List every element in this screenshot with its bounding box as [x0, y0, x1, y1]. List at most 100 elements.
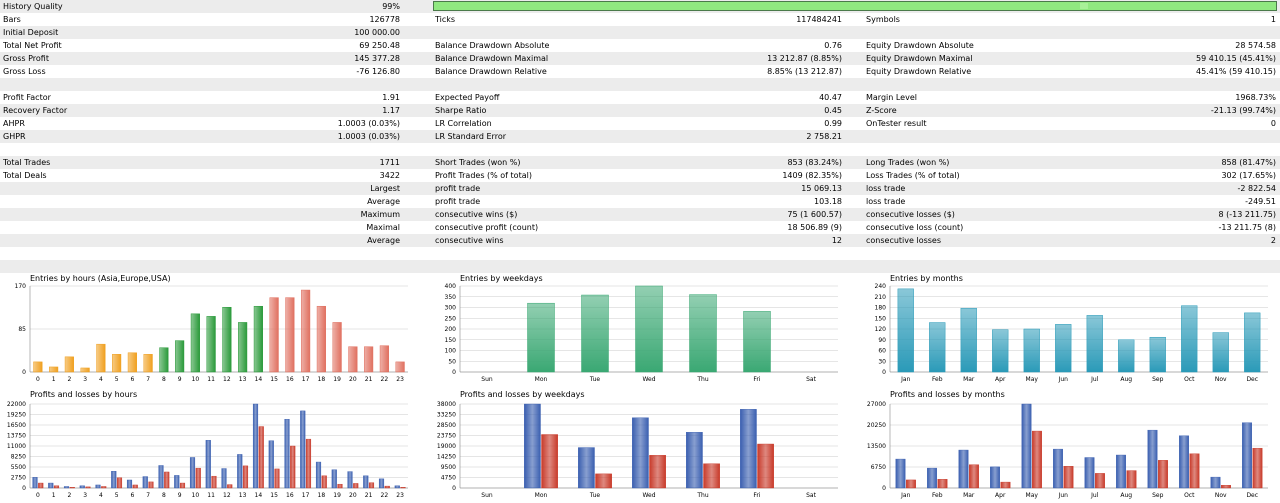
- profit-bar: [63, 486, 70, 489]
- bar: [285, 297, 295, 373]
- x-tick-label: Jun: [1058, 376, 1069, 383]
- stat-value: Maximum: [360, 210, 400, 219]
- x-tick-label: 10: [192, 492, 200, 499]
- x-tick-label: 10: [192, 376, 200, 383]
- stat-value: 2: [1270, 236, 1276, 245]
- bar: [159, 347, 169, 373]
- y-tick-label: 0: [452, 485, 456, 492]
- stat-value: [1040, 143, 1276, 156]
- y-tick-label: 150: [875, 315, 887, 322]
- stats-row: Recovery Factor 1.17 Sharpe Ratio 0.45 Z-Sco…: [0, 104, 1280, 117]
- bar: [743, 311, 771, 373]
- stat-label: loss trade: [866, 184, 906, 193]
- stat-value: 45.41% (59 410.15): [1195, 67, 1276, 76]
- x-tick-label: 6: [130, 492, 134, 499]
- stat-value: 99%: [382, 2, 400, 11]
- bar: [190, 313, 200, 373]
- x-tick-label: Thu: [696, 492, 708, 499]
- x-tick-label: Oct: [1184, 376, 1195, 383]
- stat-value: 1968.73%: [1235, 93, 1276, 102]
- x-tick-label: Jun: [1058, 492, 1069, 499]
- loss-bar: [195, 467, 201, 489]
- x-tick-label: Fri: [753, 376, 760, 383]
- x-tick-label: Feb: [932, 376, 943, 383]
- y-tick-label: 11000: [7, 443, 26, 450]
- statistics-table: History Quality 99% Bars 126778 Ticks 1174842…: [0, 0, 1280, 273]
- x-tick-label: 12: [223, 376, 231, 383]
- y-tick-label: 13500: [867, 443, 886, 450]
- y-tick-label: 300: [445, 305, 457, 312]
- y-tick-label: 0: [22, 485, 26, 492]
- stat-value: 18 506.89 (9): [787, 223, 842, 232]
- y-tick-label: 400: [445, 283, 457, 290]
- x-tick-label: 3: [83, 376, 87, 383]
- loss-bar: [703, 463, 720, 489]
- y-tick-label: 50: [448, 358, 456, 365]
- bar: [1149, 336, 1166, 373]
- stat-value: [600, 26, 842, 39]
- stat-value: 126778: [369, 15, 400, 24]
- x-tick-label: 11: [207, 376, 215, 383]
- stats-row: [0, 247, 1280, 260]
- loss-bar: [1252, 447, 1263, 489]
- x-tick-label: 20: [349, 376, 357, 383]
- stat-value: Average: [367, 236, 400, 245]
- profit-bar: [927, 467, 937, 489]
- y-tick-label: 16500: [7, 422, 26, 429]
- stats-row: Profit Factor 1.91 Expected Payoff 40.47 Mar…: [0, 91, 1280, 104]
- chart-title: Entries by months: [890, 274, 963, 283]
- bar: [64, 356, 74, 373]
- x-tick-label: 16: [286, 492, 294, 499]
- stat-label: Sharpe Ratio: [435, 106, 487, 115]
- profit-bar: [394, 485, 400, 489]
- loss-bar: [53, 485, 60, 489]
- stats-row: [0, 143, 1280, 156]
- profit-bar: [895, 458, 906, 489]
- y-tick-label: 210: [875, 294, 887, 301]
- loss-bar: [148, 481, 154, 489]
- x-tick-label: Sun: [481, 376, 493, 383]
- stat-value: 0: [1270, 119, 1276, 128]
- profit-bar: [578, 447, 595, 489]
- y-tick-label: 38000: [437, 401, 456, 408]
- stat-label: [3, 221, 143, 234]
- loss-bar: [541, 434, 558, 489]
- loss-bar: [1158, 460, 1168, 489]
- bar: [689, 294, 717, 373]
- y-tick-label: 9500: [441, 464, 456, 471]
- bar: [960, 307, 977, 373]
- x-tick-label: 23: [396, 376, 404, 383]
- profit-bar: [958, 449, 969, 489]
- y-tick-label: 100: [445, 348, 457, 355]
- profit-bar: [174, 475, 180, 489]
- profit-bar: [1053, 448, 1063, 489]
- stat-value: 858 (81.47%): [1221, 158, 1276, 167]
- stat-label: Loss Trades (% of total): [866, 171, 960, 180]
- stat-label: LR Standard Error: [435, 132, 506, 141]
- loss-bar: [595, 473, 612, 489]
- stat-value: 15 069.13: [801, 184, 842, 193]
- stat-label: Equity Drawdown Maximal: [866, 54, 973, 63]
- bar: [1212, 332, 1229, 373]
- x-tick-label: 1: [52, 492, 56, 499]
- bar: [379, 345, 389, 373]
- stat-label: consecutive profit (count): [435, 223, 539, 232]
- y-tick-label: 0: [882, 485, 886, 492]
- stat-value: [1040, 26, 1276, 39]
- x-tick-label: Dec: [1246, 492, 1258, 499]
- x-tick-label: 19: [333, 376, 341, 383]
- stat-label: Balance Drawdown Maximal: [435, 54, 549, 63]
- profit-bar: [237, 454, 243, 489]
- stat-value: 853 (83.24%): [787, 158, 842, 167]
- loss-bar: [384, 485, 390, 489]
- chart-panel: Entries by hours (Asia,Europe,USA) 0 85 170…: [0, 266, 420, 386]
- stat-label: LR Correlation: [435, 119, 492, 128]
- stat-label: profit trade: [435, 184, 481, 193]
- profit-bar: [32, 477, 38, 489]
- x-tick-label: Jul: [1090, 492, 1099, 499]
- stat-value: 1409 (82.35%): [782, 171, 842, 180]
- stat-value: 1: [1270, 15, 1276, 24]
- stat-value: 12: [831, 236, 842, 245]
- stat-value: 75 (1 600.57): [787, 210, 842, 219]
